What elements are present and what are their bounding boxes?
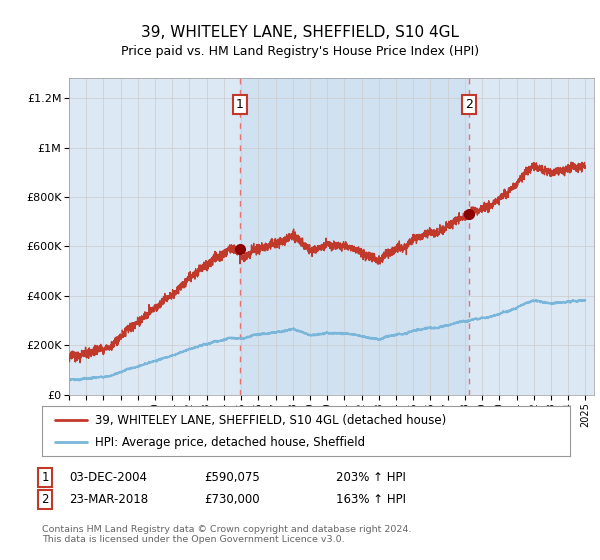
Text: HPI: Average price, detached house, Sheffield: HPI: Average price, detached house, Shef… (95, 436, 365, 449)
Text: 2: 2 (41, 493, 49, 506)
Text: 203% ↑ HPI: 203% ↑ HPI (336, 471, 406, 484)
Bar (240, 78, 469, 395)
Text: £590,075: £590,075 (204, 471, 260, 484)
Text: 39, WHITELEY LANE, SHEFFIELD, S10 4GL (detached house): 39, WHITELEY LANE, SHEFFIELD, S10 4GL (d… (95, 414, 446, 427)
Text: £730,000: £730,000 (204, 493, 260, 506)
Text: Price paid vs. HM Land Registry's House Price Index (HPI): Price paid vs. HM Land Registry's House … (121, 45, 479, 58)
Text: 03-DEC-2004: 03-DEC-2004 (69, 471, 147, 484)
Text: 163% ↑ HPI: 163% ↑ HPI (336, 493, 406, 506)
Text: 1: 1 (236, 98, 244, 111)
Text: 23-MAR-2018: 23-MAR-2018 (69, 493, 148, 506)
Text: 1: 1 (41, 471, 49, 484)
Text: 2: 2 (465, 98, 473, 111)
Text: 39, WHITELEY LANE, SHEFFIELD, S10 4GL: 39, WHITELEY LANE, SHEFFIELD, S10 4GL (141, 25, 459, 40)
Text: Contains HM Land Registry data © Crown copyright and database right 2024.
This d: Contains HM Land Registry data © Crown c… (42, 525, 412, 544)
